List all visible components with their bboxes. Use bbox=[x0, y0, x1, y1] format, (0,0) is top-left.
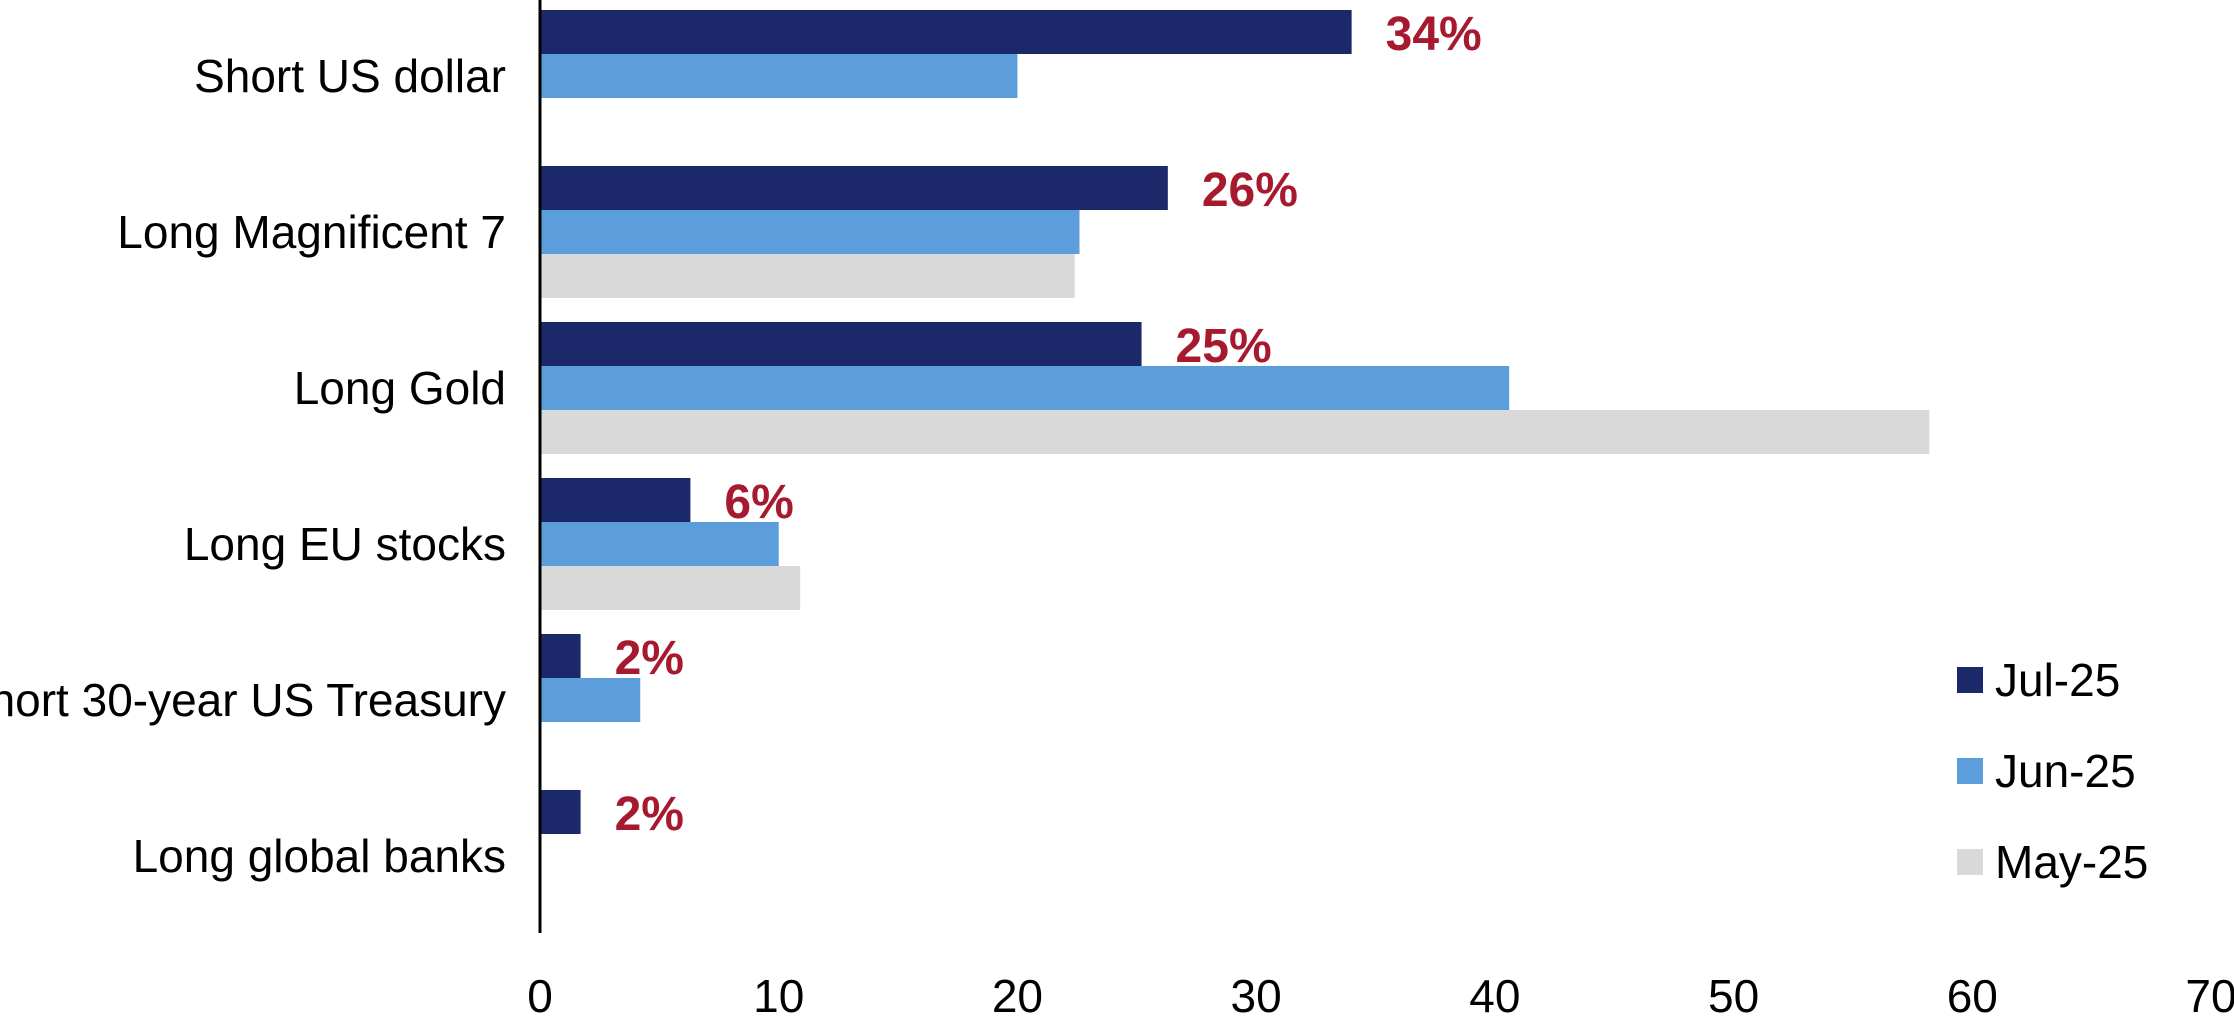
x-tick-label-60: 60 bbox=[1947, 970, 1998, 1022]
bar-short-30-year-us-treasury-jun-25 bbox=[540, 678, 641, 722]
bar-short-us-dollar-jul-25 bbox=[540, 10, 1352, 54]
category-labels-layer: Short US dollar Long Magnificent 7 Long Go… bbox=[0, 50, 506, 882]
bar-short-30-year-us-treasury-jul-25 bbox=[540, 634, 581, 678]
data-label-short-30-year-us-treasury: 2% bbox=[615, 632, 684, 685]
bar-long-gold-jun-25 bbox=[540, 366, 1510, 410]
x-tick-label-50: 50 bbox=[1708, 970, 1759, 1022]
category-label-short-us-dollar: Short US dollar bbox=[194, 50, 506, 102]
x-tick-label-20: 20 bbox=[992, 970, 1043, 1022]
bar-long-eu-stocks-jun-25 bbox=[540, 522, 779, 566]
category-label-long-eu-stocks: Long EU stocks bbox=[184, 518, 506, 570]
data-label-short-us-dollar: 34% bbox=[1386, 8, 1482, 61]
legend-label-may-25: May-25 bbox=[1995, 836, 2148, 888]
bar-long-magnificent-7-may-25 bbox=[540, 254, 1075, 298]
bar-long-eu-stocks-may-25 bbox=[540, 566, 801, 610]
category-label-long-magnificent-7: Long Magnificent 7 bbox=[117, 206, 506, 258]
data-label-long-global-banks: 2% bbox=[615, 788, 684, 841]
legend: Jul-25 Jun-25 May-25 bbox=[1957, 654, 2148, 888]
bar-long-gold-may-25 bbox=[540, 410, 1930, 454]
data-label-long-magnificent-7: 26% bbox=[1202, 164, 1298, 217]
axis-layer: 0 10 20 30 40 50 60 70 bbox=[527, 0, 2234, 1022]
x-tick-label-30: 30 bbox=[1231, 970, 1282, 1022]
x-tick-label-70: 70 bbox=[2185, 970, 2234, 1022]
data-labels-layer: 34% 26% 25% 6% 2% 2% bbox=[615, 8, 1482, 841]
legend-label-jul-25: Jul-25 bbox=[1995, 654, 2120, 706]
category-label-long-global-banks: Long global banks bbox=[133, 830, 506, 882]
x-tick-label-0: 0 bbox=[527, 970, 553, 1022]
bar-long-eu-stocks-jul-25 bbox=[540, 478, 691, 522]
legend-swatch-jun-25 bbox=[1957, 758, 1983, 784]
category-label-long-gold: Long Gold bbox=[294, 362, 506, 414]
x-tick-label-40: 40 bbox=[1469, 970, 1520, 1022]
bar-long-magnificent-7-jul-25 bbox=[540, 166, 1168, 210]
category-label-short-30-year-us-treasury: Short 30-year US Treasury bbox=[0, 674, 506, 726]
data-label-long-gold: 25% bbox=[1176, 320, 1272, 373]
bar-long-gold-jul-25 bbox=[540, 322, 1142, 366]
bar-long-magnificent-7-jun-25 bbox=[540, 210, 1080, 254]
bars-layer bbox=[540, 10, 1930, 834]
bar-long-global-banks-jul-25 bbox=[540, 790, 581, 834]
legend-swatch-jul-25 bbox=[1957, 667, 1983, 693]
x-tick-label-10: 10 bbox=[753, 970, 804, 1022]
data-label-long-eu-stocks: 6% bbox=[724, 476, 793, 529]
bar-short-us-dollar-jun-25 bbox=[540, 54, 1018, 98]
legend-swatch-may-25 bbox=[1957, 849, 1983, 875]
legend-label-jun-25: Jun-25 bbox=[1995, 745, 2136, 797]
